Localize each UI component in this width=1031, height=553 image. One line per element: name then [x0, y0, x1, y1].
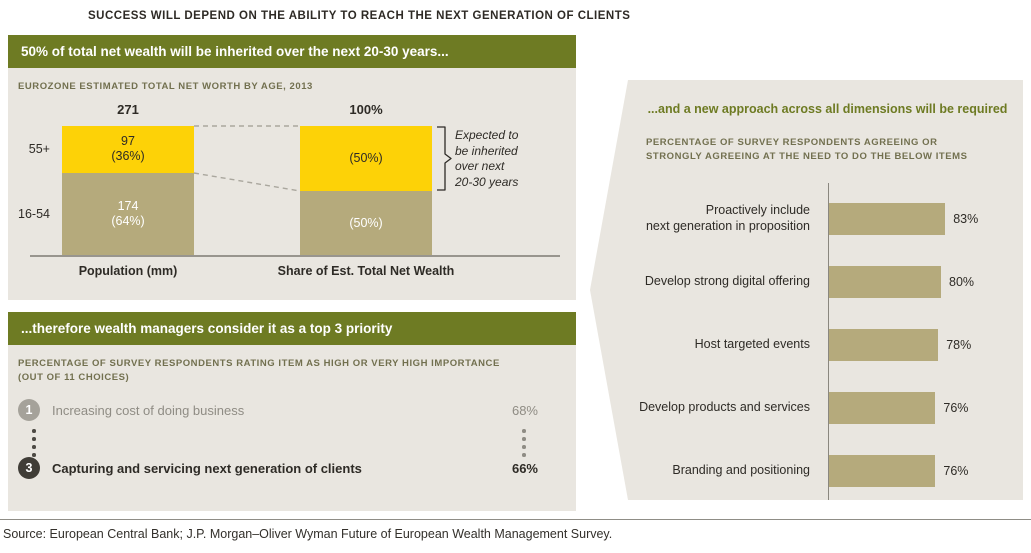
ellipsis-dots-right: [522, 429, 526, 461]
axis-label-wealth: Share of Est. Total Net Wealth: [277, 264, 455, 278]
hbar-row: Proactively include next generation in p…: [600, 187, 1016, 250]
priority-panel: PERCENTAGE OF SURVEY RESPONDENTS RATING …: [8, 345, 576, 511]
wealth-55plus-segment: (50%): [300, 126, 432, 191]
age-label-55plus: 55+: [28, 142, 50, 156]
hbar-row: Develop strong digital offering 80%: [600, 250, 1016, 313]
priority-item-row: 3 Capturing and servicing next generatio…: [18, 456, 566, 480]
wealth-55plus-label: (50%): [349, 150, 383, 165]
hbar-bar: [829, 391, 936, 424]
hbar-bar: [829, 328, 939, 361]
population-55plus-segment: 97 (36%): [62, 126, 194, 173]
hbar-bar: [829, 265, 941, 298]
priority-panel-header: ...therefore wealth managers consider it…: [8, 312, 576, 345]
population-stacked-bar: 97 (36%) 174 (64%): [62, 126, 194, 256]
ellipsis-dots-left: [32, 429, 36, 461]
priority-item-value: 68%: [511, 402, 538, 418]
wealth-16-54-label: (50%): [349, 215, 383, 230]
wealth-panel: EUROZONE ESTIMATED TOTAL NET WORTH BY AG…: [8, 68, 576, 300]
population-55plus-label: 97 (36%): [111, 133, 145, 164]
hbar-value: 83%: [953, 211, 979, 226]
rank-badge-3: 3: [18, 457, 40, 479]
axis-label-population: Population (mm): [78, 264, 178, 278]
population-bar-total: 271: [117, 102, 139, 117]
hbar-label: Develop products and services: [639, 399, 810, 414]
approach-subtitle: PERCENTAGE OF SURVEY RESPONDENTS AGREEIN…: [646, 137, 968, 163]
hbar-value: 78%: [946, 337, 972, 352]
age-label-16-54: 16-54: [18, 207, 50, 221]
hbar-bar: [829, 202, 946, 235]
hbar-bar: [829, 454, 936, 487]
priority-item-label: Capturing and servicing next generation …: [52, 460, 362, 476]
inheritance-annotation: Expected to be inherited over next 20-30…: [455, 128, 519, 189]
horizontal-bar-chart: Proactively include next generation in p…: [600, 183, 1016, 500]
priority-subtitle: PERCENTAGE OF SURVEY RESPONDENTS RATING …: [18, 358, 500, 384]
hbar-value: 80%: [949, 274, 975, 289]
page-title: SUCCESS WILL DEPEND ON THE ABILITY TO RE…: [88, 10, 631, 22]
rank-badge-1: 1: [18, 399, 40, 421]
wealth-bar-total: 100%: [349, 102, 383, 117]
wealth-chart-subtitle: EUROZONE ESTIMATED TOTAL NET WORTH BY AG…: [18, 81, 313, 92]
hbar-label: Develop strong digital offering: [644, 273, 810, 288]
hbar-value: 76%: [943, 400, 969, 415]
wealth-stacked-bar: (50%) (50%): [300, 126, 432, 256]
footer-divider: [0, 519, 1031, 520]
hbar-label: Proactively include next generation in p…: [645, 202, 810, 233]
hbar-label: Host targeted events: [694, 336, 810, 351]
population-16-54-label: 174 (64%): [111, 198, 145, 229]
hbar-row: Branding and positioning 76%: [600, 439, 1016, 500]
hbar-label: Branding and positioning: [672, 462, 810, 477]
source-text: Source: European Central Bank; J.P. Morg…: [3, 527, 613, 541]
priority-item-row: 1 Increasing cost of doing business 68%: [18, 398, 566, 422]
curly-bracket-icon: [437, 126, 452, 191]
priority-item-value: 66%: [511, 460, 538, 476]
population-16-54-segment: 174 (64%): [62, 172, 194, 256]
priority-item-label: Increasing cost of doing business: [52, 402, 245, 418]
vertical-axis-line: [828, 183, 829, 500]
x-axis-line: [30, 255, 560, 257]
wealth-16-54-segment: (50%): [300, 191, 432, 256]
approach-title: ...and a new approach across all dimensi…: [647, 102, 1008, 116]
wealth-panel-header: 50% of total net wealth will be inherite…: [8, 35, 576, 68]
hbar-row: Host targeted events 78%: [600, 313, 1016, 376]
dashed-line-bottom: [193, 172, 301, 192]
approach-panel: ...and a new approach across all dimensi…: [590, 80, 1023, 500]
hbar-value: 76%: [943, 463, 969, 478]
hbar-row: Develop products and services 76%: [600, 376, 1016, 439]
